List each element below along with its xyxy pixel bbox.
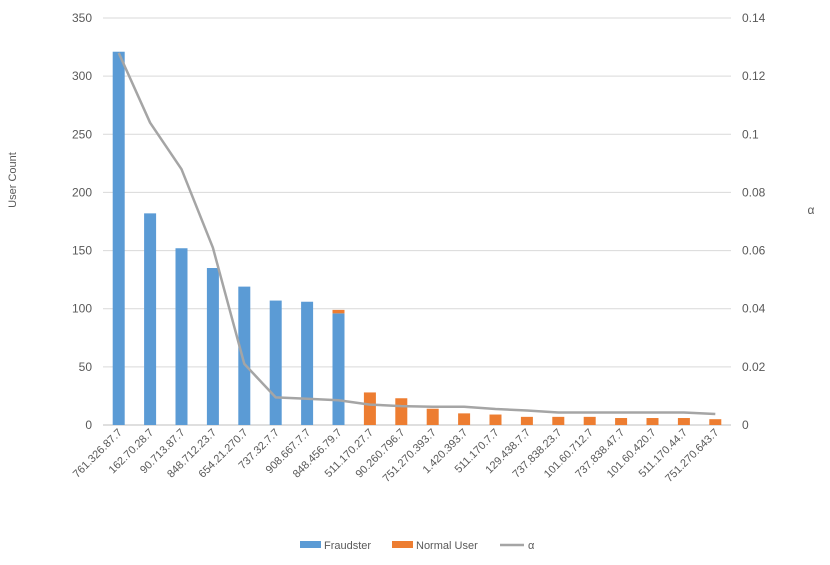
y2-tick-label: 0.14 bbox=[742, 11, 766, 25]
y2-tick-label: 0 bbox=[742, 418, 749, 432]
alpha-line bbox=[117, 52, 716, 416]
y-tick-label: 200 bbox=[72, 185, 92, 199]
bar-normal-user bbox=[489, 414, 502, 425]
bar-fraudster bbox=[301, 301, 314, 425]
bar-normal-user bbox=[677, 418, 690, 425]
y-tick-label: 100 bbox=[72, 302, 92, 316]
bar-normal-user bbox=[646, 418, 659, 425]
bar-fraudster bbox=[144, 213, 157, 425]
gridlines bbox=[103, 17, 731, 426]
bar-fraudster bbox=[238, 286, 251, 425]
y2-tick-label: 0.12 bbox=[742, 69, 766, 83]
y-axis-label: User Count bbox=[7, 152, 19, 208]
bar-normal-user bbox=[552, 416, 565, 425]
right-axis-ticks: 0 0.02 0.04 0.06 0.08 0.1 0.12 0.14 bbox=[742, 11, 766, 432]
legend: Fraudster Normal User α bbox=[300, 540, 535, 552]
bar-normal-user bbox=[583, 416, 596, 425]
left-axis-ticks: 0 50 100 150 200 250 300 350 bbox=[72, 11, 92, 432]
bar-fraudster bbox=[112, 51, 125, 425]
legend-swatch-normal-user bbox=[392, 541, 413, 548]
y2-tick-label: 0.1 bbox=[742, 127, 759, 141]
legend-label-alpha: α bbox=[528, 540, 535, 552]
y-tick-label: 0 bbox=[85, 418, 92, 432]
bars bbox=[112, 51, 722, 425]
y-tick-label: 300 bbox=[72, 69, 92, 83]
alpha-line-group bbox=[117, 52, 716, 416]
legend-label-fraudster: Fraudster bbox=[324, 540, 371, 552]
bar-fraudster bbox=[332, 313, 345, 425]
bar-normal-user bbox=[332, 309, 345, 314]
y-tick-label: 150 bbox=[72, 244, 92, 258]
legend-label-normal-user: Normal User bbox=[416, 540, 478, 552]
bar-fraudster bbox=[206, 268, 219, 425]
bar-normal-user bbox=[363, 392, 376, 425]
y-tick-label: 350 bbox=[72, 11, 92, 25]
y2-tick-label: 0.04 bbox=[742, 302, 766, 316]
bar-fraudster bbox=[175, 248, 188, 425]
bar-normal-user bbox=[458, 413, 471, 425]
x-axis-tick-labels: 761.326.87.7162.70.28.790.713.87.7848.71… bbox=[71, 427, 722, 485]
bar-fraudster bbox=[269, 300, 282, 425]
bar-normal-user bbox=[395, 398, 408, 425]
y-tick-label: 50 bbox=[79, 360, 93, 374]
y2-axis-label: α bbox=[808, 203, 815, 217]
legend-swatch-fraudster bbox=[300, 541, 321, 548]
bar-normal-user bbox=[520, 416, 533, 425]
bar-normal-user bbox=[426, 408, 439, 425]
y2-tick-label: 0.08 bbox=[742, 185, 766, 199]
bar-normal-user bbox=[615, 418, 628, 425]
y-tick-label: 250 bbox=[72, 127, 92, 141]
y2-tick-label: 0.02 bbox=[742, 360, 766, 374]
bar-normal-user bbox=[709, 419, 722, 425]
y2-tick-label: 0.06 bbox=[742, 244, 766, 258]
